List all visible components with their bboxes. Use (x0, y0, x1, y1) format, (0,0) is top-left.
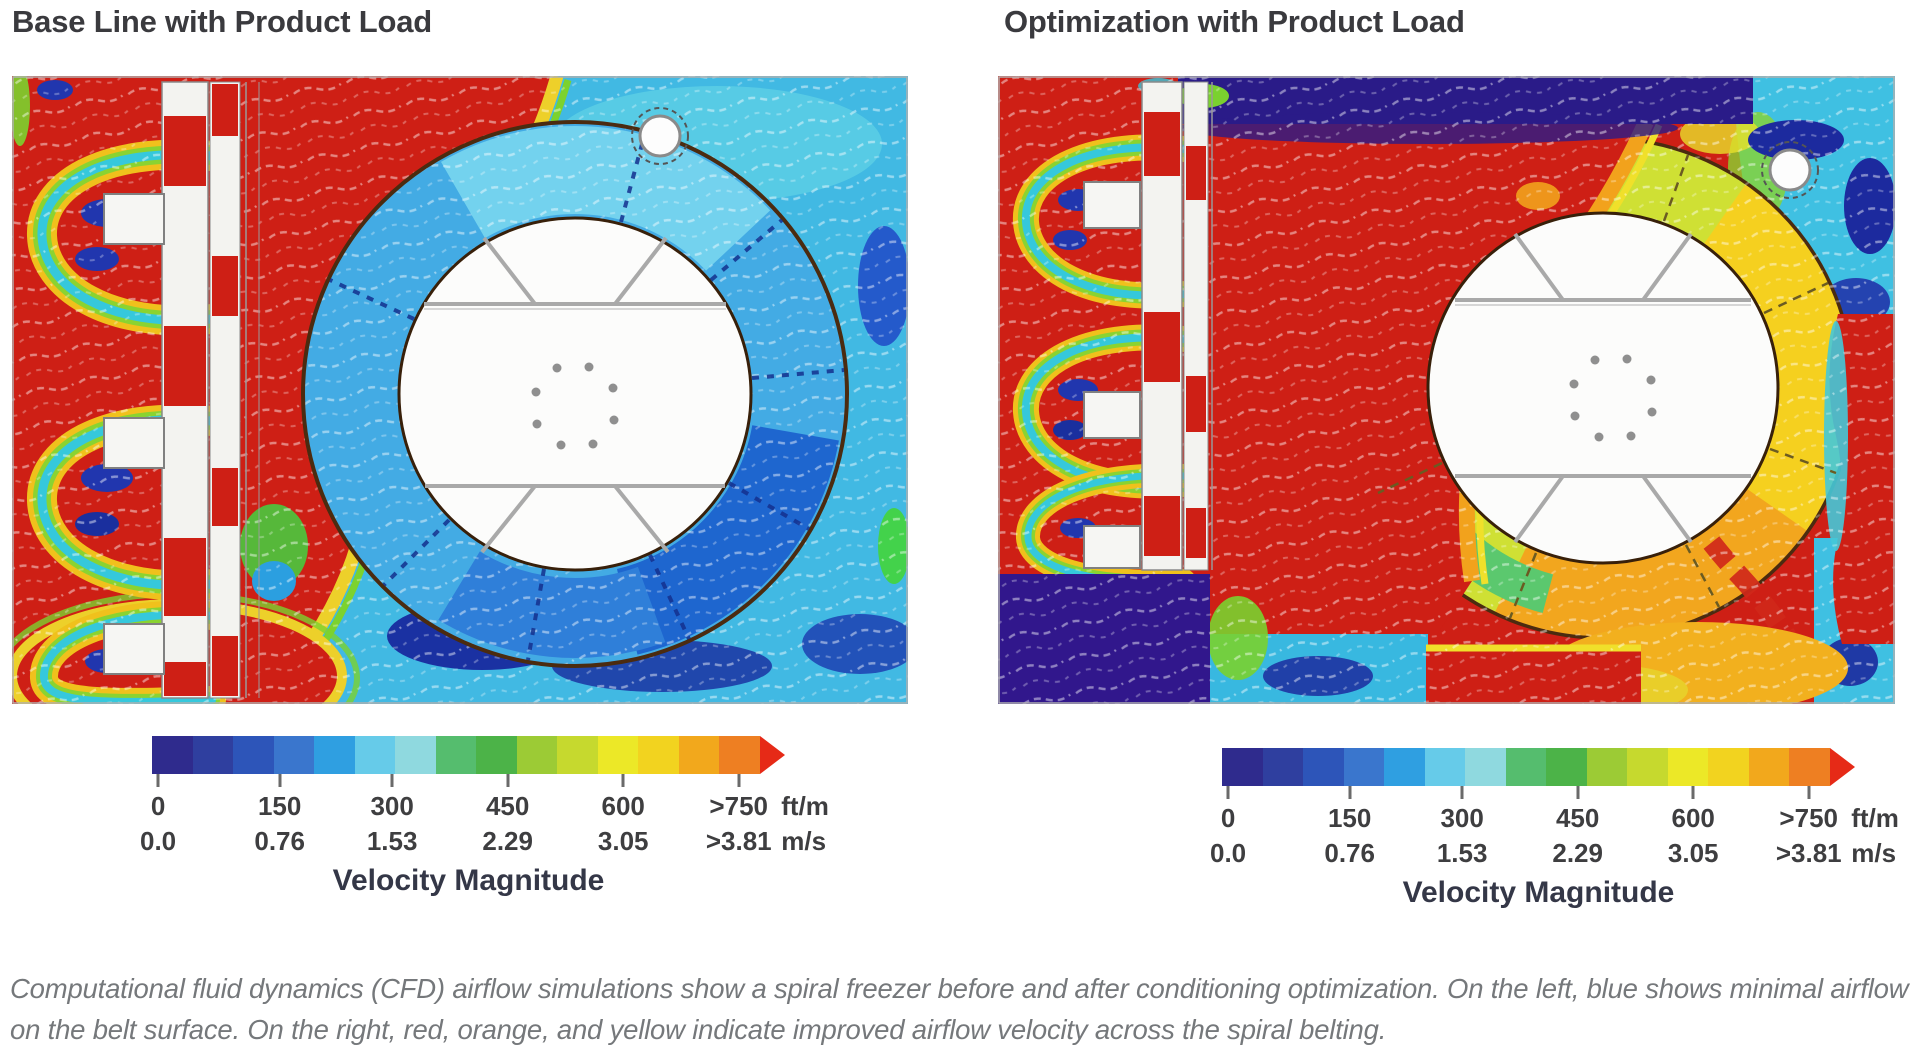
colorbar-segment (1424, 748, 1466, 786)
hub-fastener-dots (1569, 354, 1657, 442)
colorbar-tick-label: 600 (1671, 803, 1715, 833)
colorbar-segment (152, 736, 193, 774)
colorbar-tick-label: 2.29 (1552, 838, 1603, 868)
bolt-hole (638, 114, 682, 158)
colorbar-tick-label: >750 (1779, 803, 1839, 833)
colorbar-tick (390, 774, 394, 787)
colorbar-tick-label: 0.0 (1210, 838, 1247, 868)
colorbar-segment (516, 736, 558, 774)
colorbar-ticks (152, 774, 760, 788)
colorbar-segment (1505, 748, 1547, 786)
colorbar-tick-label: 3.05 (1667, 838, 1719, 868)
colorbar-segment (476, 736, 517, 774)
colorbar-segment (314, 736, 355, 774)
colorbar-gradient (152, 736, 760, 774)
colorbar-tick-label: 0 (1220, 803, 1236, 833)
colorbar-tick (737, 774, 741, 787)
colorbar-segment (1546, 748, 1587, 786)
colorbar-tick-label: >750 (709, 791, 769, 821)
colorbar-unit-label: ft/m (1851, 803, 1899, 833)
colorbar-tick (506, 774, 510, 787)
colorbar-tick-label: 0.0 (140, 826, 177, 856)
colorbar-tick (156, 774, 160, 787)
colorbar-tick (1348, 786, 1352, 799)
colorbar-tick-label: 0 (150, 791, 166, 821)
colorbar-segment (557, 736, 598, 774)
colorbar-segment (678, 736, 720, 774)
colorbar-tick-label: 150 (257, 791, 302, 821)
figure-caption: Computational fluid dynamics (CFD) airfl… (10, 973, 1909, 1046)
cfd-plot-baseline (12, 76, 908, 704)
colorbar-segment (597, 736, 639, 774)
colorbar-segment (1303, 748, 1344, 786)
colorbar-segment (1586, 748, 1628, 786)
colorbar-unit-label: ft/m (781, 791, 829, 821)
colorbar-segment (1708, 748, 1749, 786)
colorbar-gradient (1222, 748, 1830, 786)
colorbar-tick-label: 2.29 (482, 826, 533, 856)
colorbar-unit-label: m/s (1851, 838, 1897, 868)
colorbar-tick-label: 1.53 (1436, 838, 1488, 868)
colorbar-segment (1222, 748, 1263, 786)
colorbar-optimized: 0 150 300 450 600 >750 ft/m 0.0 0.76 1.53 2.29 3.0… (1210, 748, 1899, 938)
colorbar-tick-label: 450 (485, 791, 530, 821)
colorbar-tick-label: 150 (1327, 803, 1372, 833)
colorbar-segment (233, 736, 274, 774)
colorbar-segment (435, 736, 477, 774)
colorbar-tick-label: 600 (601, 791, 645, 821)
colorbar-segment (719, 736, 760, 774)
colorbar-tick-label: >3.81 (705, 826, 772, 856)
colorbar-baseline: 0 150 300 450 600 >750 ft/m 0.0 0.76 1.53 2.29 3.0… (140, 736, 829, 926)
colorbar-tick (621, 774, 625, 787)
bolt-hole (1768, 148, 1812, 192)
colorbar-segment (1789, 748, 1830, 786)
colorbar-tick (1807, 786, 1811, 799)
colorbar-arrow (760, 736, 785, 774)
colorbar-segment (354, 736, 396, 774)
colorbar-tick-label: 300 (370, 791, 414, 821)
colorbar-tick-label: >3.81 (1775, 838, 1842, 868)
colorbar-labels-ftm: 0 150 300 450 600 >750 ft/m (1220, 803, 1899, 833)
colorbar-segment (1384, 748, 1425, 786)
colorbar-segment (395, 736, 436, 774)
colorbar-tick-label: 3.05 (597, 826, 649, 856)
colorbar-segment (1667, 748, 1709, 786)
colorbar-tick (278, 774, 282, 787)
colorbar-segment (273, 736, 315, 774)
colorbar-arrow (1830, 748, 1855, 786)
colorbar-tick (1460, 786, 1464, 799)
colorbar-segment (638, 736, 679, 774)
colorbar-unit-label: m/s (781, 826, 827, 856)
colorbar-tick-label: 300 (1440, 803, 1484, 833)
colorbar-tick-label: 0.76 (254, 826, 305, 856)
cfd-plot-optimized (998, 76, 1895, 704)
hub-fastener-dots (531, 362, 619, 450)
colorbar-title: Velocity Magnitude (332, 864, 605, 897)
colorbar-tick (1691, 786, 1695, 799)
colorbar-labels-ms: 0.0 0.76 1.53 2.29 3.05 >3.81 m/s (1210, 838, 1896, 868)
colorbar-tick (1576, 786, 1580, 799)
colorbar-segment (192, 736, 234, 774)
colorbar-segment (1262, 748, 1304, 786)
colorbar-segment (1465, 748, 1506, 786)
colorbar-segment (1748, 748, 1790, 786)
colorbar-tick (1226, 786, 1230, 799)
colorbar-labels-ftm: 0 150 300 450 600 >750 ft/m (150, 791, 829, 821)
colorbar-title: Velocity Magnitude (1402, 876, 1675, 909)
colorbar-tick-label: 450 (1555, 803, 1600, 833)
colorbar-tick-label: 0.76 (1324, 838, 1375, 868)
panel-title-baseline: Base Line with Product Load (12, 4, 433, 39)
colorbar-tick-label: 1.53 (366, 826, 418, 856)
colorbar-segment (1343, 748, 1385, 786)
colorbar-labels-ms: 0.0 0.76 1.53 2.29 3.05 >3.81 m/s (140, 826, 826, 856)
colorbar-segment (1627, 748, 1668, 786)
panel-title-optimized: Optimization with Product Load (1004, 4, 1465, 39)
colorbar-ticks (1222, 786, 1830, 800)
